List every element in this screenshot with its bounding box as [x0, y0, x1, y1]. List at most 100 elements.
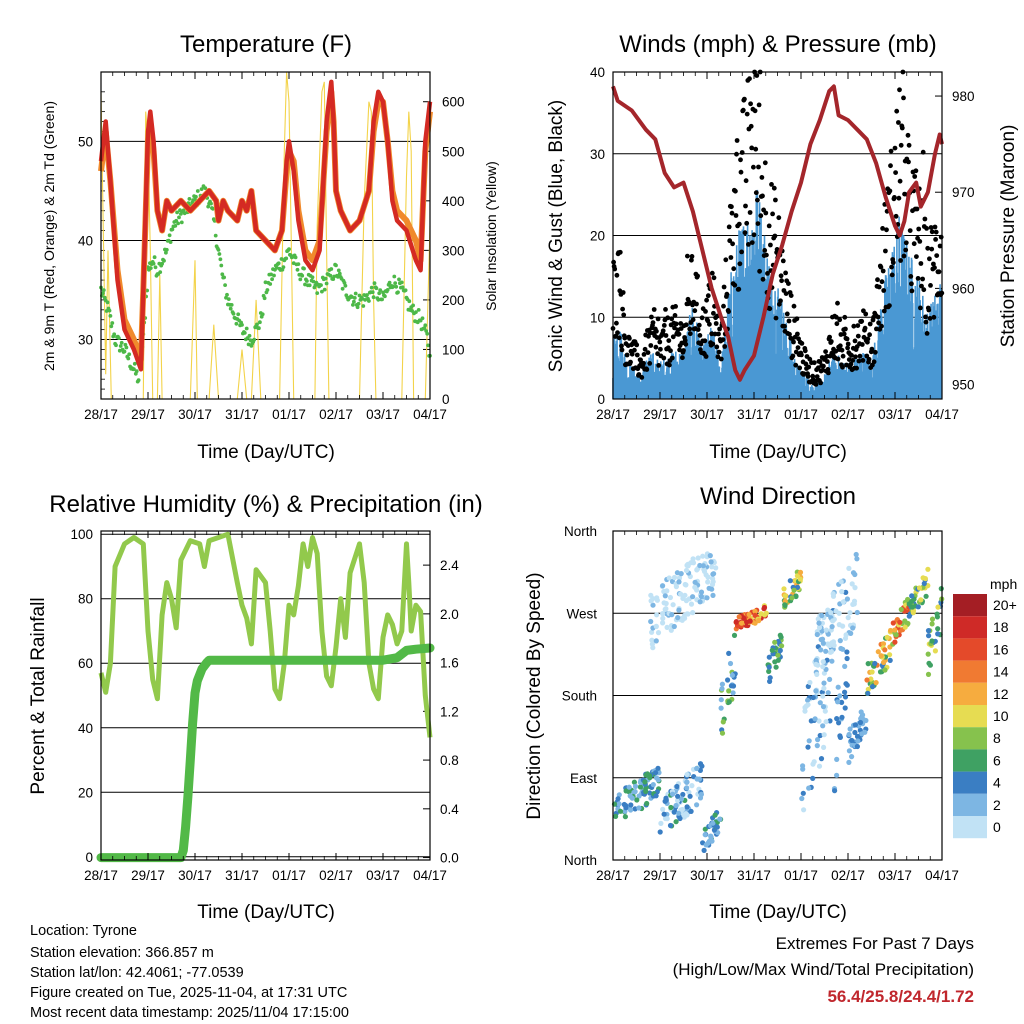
gust-point [837, 317, 843, 323]
gust-point [663, 307, 668, 312]
dewpoint-point [179, 220, 184, 225]
gust-point [657, 339, 663, 345]
wind-direction-point [898, 606, 904, 613]
wind-direction-point [852, 722, 859, 728]
gust-point [880, 226, 885, 231]
wind-direction-point [814, 671, 820, 678]
wind-direction-point [674, 783, 680, 790]
gust-point [658, 346, 663, 352]
gust-point [776, 215, 782, 221]
direction-xtick-label-2: 30/17 [690, 868, 724, 883]
gust-point [909, 281, 914, 287]
wind-direction-point [773, 664, 779, 670]
wind-direction-point [694, 776, 700, 782]
wind-direction-point [623, 802, 629, 809]
dewpoint-point [107, 308, 112, 313]
gust-point [736, 286, 742, 292]
wind-direction-point [617, 808, 624, 814]
dewpoint-point [173, 224, 178, 228]
wind-direction-point [848, 630, 854, 637]
wind-direction-point [678, 571, 684, 577]
winds-xtick-label-4: 01/17 [784, 407, 818, 422]
wind-direction-point [925, 651, 931, 657]
gust-point [817, 359, 823, 365]
wind-direction-point [676, 810, 682, 816]
wind-direction-point [692, 579, 698, 585]
gust-point [869, 346, 875, 352]
wind-direction-point [842, 635, 849, 641]
gust-point [634, 352, 640, 358]
wind-direction-point [846, 731, 852, 738]
humidity-ytick-right-label-0: 0.0 [440, 851, 459, 866]
gust-point [653, 344, 659, 350]
wind-direction-point [823, 627, 829, 633]
gust-point [795, 345, 801, 350]
gust-point [901, 95, 906, 101]
wind-direction-point [844, 649, 850, 655]
wind-direction-point [730, 690, 736, 696]
wind-direction-point [660, 620, 666, 626]
dewpoint-point [351, 303, 355, 307]
gust-point [713, 321, 719, 326]
gust-point [699, 315, 705, 321]
gust-point [778, 298, 783, 304]
dewpoint-point [336, 268, 341, 273]
wind-direction-point [857, 719, 864, 726]
gust-point [681, 348, 686, 353]
wind-direction-point [676, 607, 682, 613]
gust-point [867, 332, 872, 338]
wind-direction-point [849, 581, 855, 587]
wind-direction-point [752, 608, 758, 614]
wind-direction-point [832, 788, 838, 794]
dewpoint-point [407, 299, 412, 304]
wind-direction-point [660, 615, 666, 622]
wind-direction-point [897, 619, 903, 625]
gust-point [748, 123, 754, 129]
dewpoint-point [329, 267, 334, 271]
wind-direction-title: Wind Direction [700, 483, 856, 510]
gust-point [790, 353, 796, 359]
gust-point [898, 258, 903, 263]
dewpoint-point [108, 314, 113, 318]
winds-ylabel-left: Sonic Wind & Gust (Blue, Black) [546, 100, 567, 372]
wind-direction-point [801, 807, 807, 813]
dewpoint-point [220, 272, 225, 277]
wind-direction-point [789, 595, 795, 601]
wind-direction-point [678, 796, 685, 802]
wind-direction-point [807, 679, 813, 686]
wind-direction-point [850, 625, 856, 631]
wind-direction-point [669, 612, 675, 618]
wind-direction-point [839, 714, 845, 720]
gust-point [692, 308, 698, 314]
dewpoint-point [355, 305, 360, 310]
wind-direction-point [671, 623, 677, 630]
gust-point [737, 261, 743, 267]
wind-direction-point [660, 611, 666, 617]
gust-point [913, 168, 919, 174]
wind-direction-point [733, 619, 739, 625]
dewpoint-point [328, 273, 333, 278]
gust-point [916, 226, 922, 232]
humidity-xtick-label-1: 29/17 [131, 868, 165, 883]
gust-point [928, 225, 934, 230]
gust-point [799, 352, 804, 358]
gust-point [644, 367, 650, 372]
dewpoint-point [399, 280, 404, 285]
humidity-ytick-right-label-5: 2.0 [440, 607, 459, 622]
dewpoint-point [293, 255, 298, 260]
wind-direction-point [820, 664, 826, 670]
temperature-ytick-label-1: 40 [78, 233, 93, 248]
gust-point [751, 232, 757, 238]
wind-direction-point [893, 632, 899, 638]
gust-point [656, 363, 662, 368]
wind-direction-point [925, 566, 931, 572]
wind-direction-point [847, 610, 853, 616]
dewpoint-point [217, 252, 222, 256]
dewpoint-point [416, 308, 421, 312]
gust-point [651, 307, 657, 312]
gust-point [647, 361, 653, 366]
wind-direction-point [702, 832, 708, 838]
dewpoint-point [255, 322, 259, 327]
gust-point [932, 265, 937, 271]
dewpoint-point [118, 344, 123, 348]
